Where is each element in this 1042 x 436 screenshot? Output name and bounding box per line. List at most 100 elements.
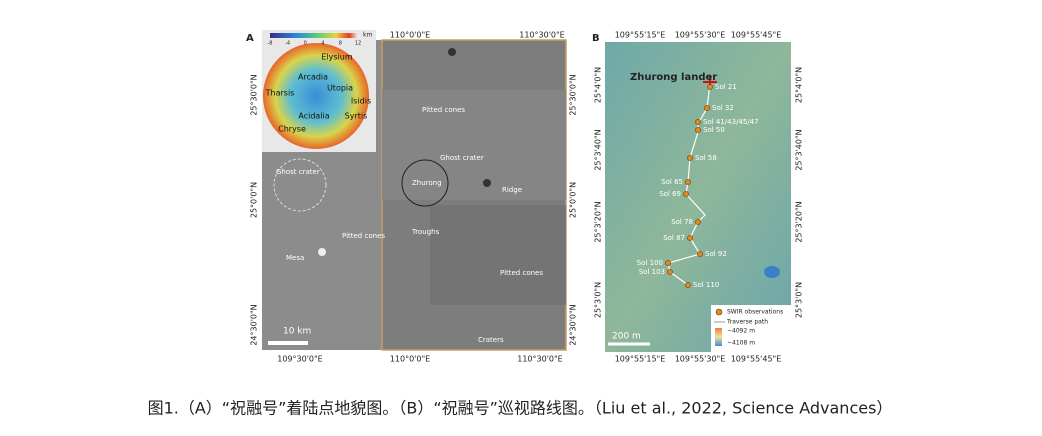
- annotation: Zhurong: [412, 179, 442, 187]
- sol-label: Sol 69: [659, 190, 681, 198]
- swir-point: [667, 269, 673, 275]
- legend-swatch: [715, 308, 723, 316]
- annotation: Pitted cones: [422, 106, 465, 114]
- sol-label: Sol 92: [705, 250, 727, 258]
- lon-label: 110°0'0"E: [390, 355, 430, 364]
- crater: [448, 48, 456, 56]
- swir-point: [695, 119, 701, 125]
- lon-label: 110°30'0"E: [517, 355, 562, 364]
- lat-label: 25°4'0"N: [594, 67, 603, 103]
- lat-label: 25°3'20"N: [795, 201, 804, 242]
- lat-label: 24°30'0"N: [569, 304, 578, 345]
- lat-label: 24°30'0"N: [250, 304, 259, 345]
- lon-label: 109°55'15"E: [615, 355, 666, 364]
- sol-label: Sol 87: [663, 234, 685, 242]
- annotation: Troughs: [411, 228, 440, 236]
- lon-label: 109°55'45"E: [731, 31, 782, 40]
- annotation: Pitted cones: [500, 269, 543, 277]
- lon-label: 109°55'45"E: [731, 355, 782, 364]
- lat-label: 25°3'0"N: [594, 282, 603, 318]
- lat-label: 25°0'0"N: [569, 182, 578, 218]
- lon-label: 109°30'0"E: [277, 355, 322, 364]
- traverse-path: [667, 83, 711, 286]
- swir-point: [695, 219, 701, 225]
- sol-label: Sol 100: [637, 259, 663, 267]
- region-label: Elysium: [321, 53, 352, 62]
- lat-label: 25°3'20"N: [594, 201, 603, 242]
- legend-box: [711, 305, 791, 352]
- colorbar-tick: 4: [321, 41, 324, 47]
- scale-label: 10 km: [283, 327, 311, 337]
- annotation: Ghost crater: [276, 168, 320, 176]
- lat-label: 25°4'0"N: [795, 67, 804, 103]
- globe: [263, 43, 369, 149]
- lon-label: 109°55'30"E: [675, 355, 726, 364]
- lat-label: 25°30'0"N: [250, 74, 259, 115]
- legend-swatch: [715, 328, 722, 346]
- colorbar-tick: 0: [304, 41, 307, 47]
- region-label: Isidis: [351, 97, 371, 106]
- lat-label: 25°3'0"N: [795, 282, 804, 318]
- ghost-crater: [273, 158, 327, 212]
- swir-point: [695, 127, 701, 133]
- panel-label: A: [246, 33, 254, 44]
- swir-point: [704, 105, 710, 111]
- legend-label: −4108 m: [727, 340, 755, 347]
- annotation: Craters: [478, 336, 504, 344]
- region-label: Arcadia: [298, 73, 328, 82]
- colorbar-tick: 12: [355, 41, 361, 47]
- lander-label: Zhurong lander: [630, 72, 717, 83]
- swir-point: [683, 191, 689, 197]
- annotation: Ridge: [502, 186, 522, 194]
- lon-label: 109°55'30"E: [675, 31, 726, 40]
- swir-point: [687, 155, 693, 161]
- sol-label: Sol 65: [661, 178, 683, 186]
- region-label: Chryse: [278, 125, 306, 134]
- sol-label: Sol 21: [715, 83, 737, 91]
- region-label: Tharsis: [265, 89, 295, 98]
- mesa: [318, 248, 326, 256]
- ghost-crater: [401, 159, 449, 207]
- swir-point: [687, 235, 693, 241]
- map-a-tile: [430, 205, 566, 305]
- region-label: Acidalia: [298, 112, 329, 121]
- scale-label: 200 m: [612, 332, 641, 342]
- annotation: Mesa: [286, 254, 304, 262]
- swir-point: [697, 251, 703, 257]
- region-label: Syrtis: [345, 112, 368, 121]
- legend-label: SWIR observations: [727, 309, 783, 316]
- lon-label: 109°55'15"E: [615, 31, 666, 40]
- sol-label: Sol 50: [703, 126, 725, 134]
- legend-label: Traverse path: [726, 319, 768, 326]
- colorbar-tick: 8: [339, 41, 342, 47]
- panel-label: B: [592, 33, 600, 44]
- lat-label: 25°30'0"N: [569, 74, 578, 115]
- lat-label: 25°3'40"N: [594, 129, 603, 170]
- lon-label: 110°30'0"E: [519, 31, 564, 40]
- sol-label: Sol 103: [639, 268, 665, 276]
- sol-label: Sol 58: [695, 154, 717, 162]
- sol-label: Sol 110: [693, 281, 719, 289]
- legend-label: −4092 m: [727, 328, 755, 335]
- annotation: Pitted cones: [342, 232, 385, 240]
- swir-point: [665, 260, 671, 266]
- annotation: Ghost crater: [440, 154, 484, 162]
- swir-point: [685, 179, 691, 185]
- lat-label: 25°0'0"N: [250, 182, 259, 218]
- crater: [483, 179, 491, 187]
- map-b: [605, 42, 791, 352]
- caption: 图1.（A）“祝融号”着陆点地貌图。（B）“祝融号”巡视路线图。（Liu et …: [148, 399, 893, 418]
- sol-label: Sol 78: [671, 218, 693, 226]
- region-label: Utopia: [327, 84, 353, 93]
- map-a-tile: [382, 90, 566, 200]
- colorbar-unit: km: [363, 32, 372, 39]
- lon-label: 110°0'0"E: [390, 31, 430, 40]
- swir-point: [685, 282, 691, 288]
- sol-label: Sol 32: [712, 104, 734, 112]
- lat-label: 25°3'40"N: [795, 129, 804, 170]
- colorbar: [270, 33, 358, 38]
- colorbar-tick: -8: [268, 41, 273, 47]
- depression: [764, 266, 780, 278]
- swir-point: [707, 84, 713, 90]
